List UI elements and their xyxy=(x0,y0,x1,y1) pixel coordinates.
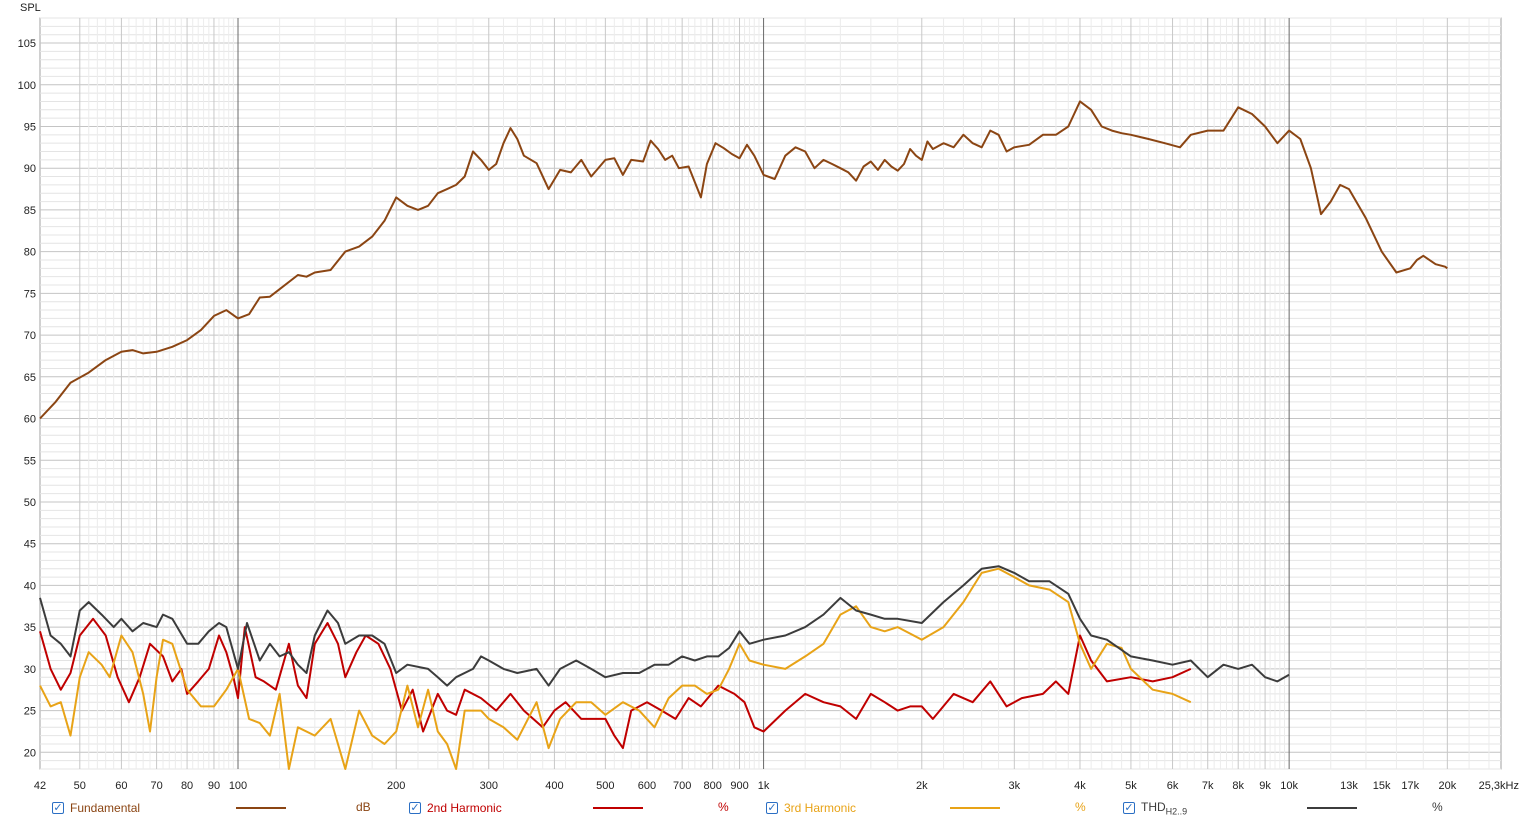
x-tick-label: 700 xyxy=(673,780,691,792)
series-line-3rd-harmonic xyxy=(39,567,1192,770)
y-tick-label: 35 xyxy=(24,622,36,634)
2nd-harmonic-checkbox[interactable]: ✓ xyxy=(409,801,421,814)
2nd-harmonic-unit: % xyxy=(718,800,729,814)
y-tick-label: 100 xyxy=(18,80,36,92)
3rd-harmonic-unit: % xyxy=(1075,800,1086,814)
x-tick-label: 70 xyxy=(150,780,162,792)
legend-item-thd[interactable]: ✓ THDH2..9 xyxy=(1123,800,1187,816)
y-tick-label: 30 xyxy=(24,664,36,676)
x-tick-label: 17k xyxy=(1401,780,1419,792)
x-tick-label: 6k xyxy=(1167,780,1179,792)
x-tick-label: 10k xyxy=(1280,780,1298,792)
thd-swatch xyxy=(1307,807,1357,809)
x-axis-ticks: 42 50 60 70 80 90 100 200 300 400 500 600 700 800 900 1… xyxy=(34,780,1519,792)
series-layer xyxy=(39,100,1448,770)
chart-legend: ✓ Fundamental dB ✓ 2nd Harmonic % ✓ 3rd … xyxy=(0,796,1521,819)
y-tick-label: 80 xyxy=(24,247,36,259)
series-line-fundamental xyxy=(39,100,1448,420)
3rd-harmonic-checkbox[interactable]: ✓ xyxy=(766,801,778,814)
y-tick-label: 20 xyxy=(24,747,36,759)
y-tick-label: 95 xyxy=(24,121,36,133)
x-tick-label: 800 xyxy=(703,780,721,792)
x-tick-label: 200 xyxy=(387,780,405,792)
fundamental-label: Fundamental xyxy=(70,801,141,815)
y-axis-ticks: 20 25 30 35 40 45 50 55 60 65 70 75 80 85 90 95 100 105 xyxy=(18,38,36,759)
x-tick-label: 100 xyxy=(229,780,247,792)
x-tick-label: 7k xyxy=(1202,780,1214,792)
x-tick-label: 15k xyxy=(1373,780,1391,792)
x-tick-label: 9k xyxy=(1259,780,1271,792)
3rd-harmonic-swatch xyxy=(950,807,1000,809)
y-tick-label: 50 xyxy=(24,497,36,509)
x-tick-label: 80 xyxy=(181,780,193,792)
x-tick-label: 900 xyxy=(730,780,748,792)
series-line-2nd-harmonic xyxy=(39,617,1192,750)
fundamental-unit: dB xyxy=(356,800,371,814)
legend-item-fundamental[interactable]: ✓ Fundamental xyxy=(52,800,140,816)
2nd-harmonic-swatch xyxy=(593,807,643,809)
y-tick-label: 75 xyxy=(24,288,36,300)
y-tick-label: 45 xyxy=(24,539,36,551)
x-tick-label: 2k xyxy=(916,780,928,792)
x-tick-label: 500 xyxy=(596,780,614,792)
chart-grid xyxy=(39,17,1502,770)
y-tick-label: 90 xyxy=(24,163,36,175)
series-line-thd xyxy=(39,565,1290,687)
x-tick-label: 300 xyxy=(480,780,498,792)
x-tick-label: 90 xyxy=(208,780,220,792)
y-tick-label: 40 xyxy=(24,580,36,592)
fundamental-swatch xyxy=(236,807,286,809)
y-tick-label: 65 xyxy=(24,372,36,384)
x-tick-label: 600 xyxy=(638,780,656,792)
y-tick-label: 70 xyxy=(24,330,36,342)
x-tick-label: 13k xyxy=(1340,780,1358,792)
y-tick-label: 25 xyxy=(24,706,36,718)
thd-label-sub: H2..9 xyxy=(1165,806,1188,817)
legend-item-3rd-harmonic[interactable]: ✓ 3rd Harmonic xyxy=(766,800,856,816)
thd-unit: % xyxy=(1432,800,1443,814)
legend-item-2nd-harmonic[interactable]: ✓ 2nd Harmonic xyxy=(409,800,502,816)
fundamental-checkbox[interactable]: ✓ xyxy=(52,801,64,814)
2nd-harmonic-label: 2nd Harmonic xyxy=(427,801,502,815)
x-tick-label: 3k xyxy=(1009,780,1021,792)
thd-checkbox[interactable]: ✓ xyxy=(1123,801,1135,814)
x-tick-label: 400 xyxy=(545,780,563,792)
x-tick-label: 1k xyxy=(758,780,770,792)
x-tick-label: 25,3kHz xyxy=(1479,780,1519,792)
x-tick-label: 20k xyxy=(1438,780,1456,792)
y-tick-label: 55 xyxy=(24,455,36,467)
x-tick-label: 42 xyxy=(34,780,46,792)
x-tick-label: 4k xyxy=(1074,780,1086,792)
x-tick-label: 60 xyxy=(115,780,127,792)
y-tick-label: 60 xyxy=(24,414,36,426)
y-tick-label: 85 xyxy=(24,205,36,217)
x-tick-label: 50 xyxy=(74,780,86,792)
3rd-harmonic-label: 3rd Harmonic xyxy=(784,801,857,815)
thd-label: THDH2..9 xyxy=(1141,800,1187,816)
x-tick-label: 8k xyxy=(1232,780,1244,792)
thd-label-main: THD xyxy=(1141,799,1166,814)
x-tick-label: 5k xyxy=(1125,780,1137,792)
y-axis-label: SPL xyxy=(20,2,41,14)
y-tick-label: 105 xyxy=(18,38,36,50)
